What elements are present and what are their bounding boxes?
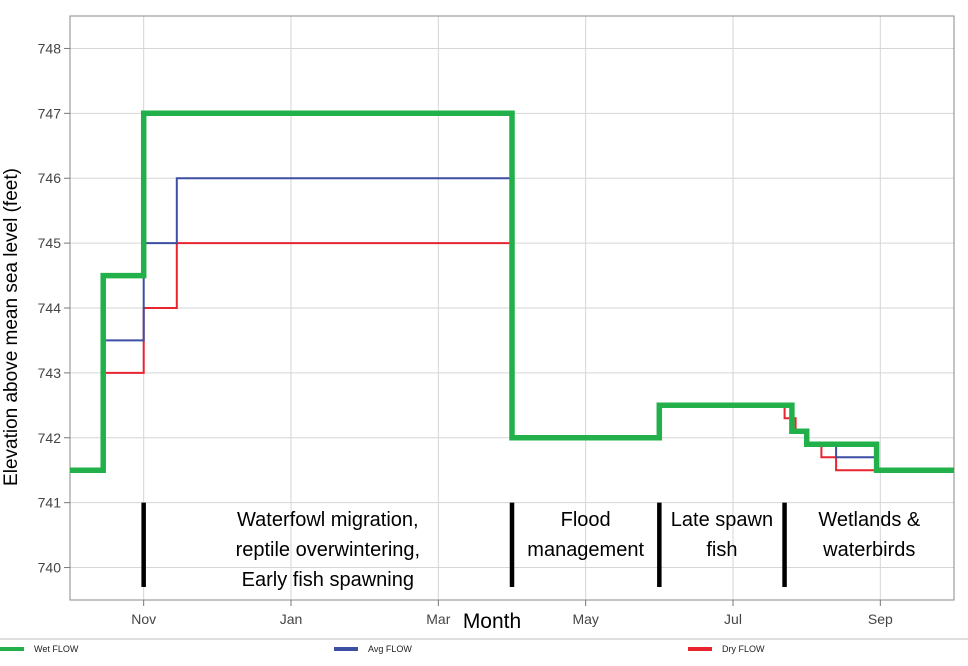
season-annotation-line: management: [527, 539, 644, 561]
legend-label: Dry FLOW: [722, 644, 765, 654]
series-line-wet-flow: [70, 110, 954, 473]
x-tick-label: Mar: [426, 611, 450, 627]
y-tick-label: 744: [38, 300, 62, 316]
y-tick-label: 740: [38, 560, 62, 576]
season-annotation-line: fish: [706, 539, 737, 561]
y-tick-label: 741: [38, 495, 62, 511]
y-tick-label: 745: [38, 235, 62, 251]
y-tick-label: 747: [38, 105, 62, 121]
x-tick-label: May: [572, 611, 598, 627]
series-lines: [70, 110, 954, 473]
season-annotation-line: Waterfowl migration,: [237, 509, 419, 531]
season-annotation-line: Late spawn: [671, 509, 773, 531]
season-annotation-line: Flood: [561, 509, 611, 531]
legend-label: Wet FLOW: [34, 644, 79, 654]
season-annotation-line: reptile overwintering,: [236, 539, 421, 561]
season-annotation-line: Early fish spawning: [242, 569, 414, 591]
y-axis-ticks: 740 741 742 743 744 745 746 747 748: [38, 40, 70, 576]
season-dividers: [141, 502, 787, 588]
x-tick-label: Jul: [724, 611, 742, 627]
y-tick-label: 746: [38, 170, 62, 186]
season-annotation-line: waterbirds: [822, 539, 915, 561]
x-tick-label: Sep: [868, 611, 893, 627]
y-axis-label: Elevation above mean sea level (feet): [1, 168, 22, 486]
x-tick-label: Jan: [280, 611, 303, 627]
legend-label: Avg FLOW: [368, 644, 412, 654]
y-tick-label: 742: [38, 430, 62, 446]
y-tick-label: 743: [38, 365, 62, 381]
y-tick-label: 748: [38, 40, 62, 56]
legend: Wet FLOW Avg FLOW Dry FLOW: [0, 644, 765, 654]
x-axis-label: Month: [463, 610, 521, 633]
season-annotation-line: Wetlands &: [818, 509, 921, 531]
x-tick-label: Nov: [131, 611, 156, 627]
x-axis-ticks: Nov Jan Mar May Jul Sep: [131, 600, 893, 627]
season-annotations: Waterfowl migration, reptile overwinterin…: [236, 509, 921, 591]
